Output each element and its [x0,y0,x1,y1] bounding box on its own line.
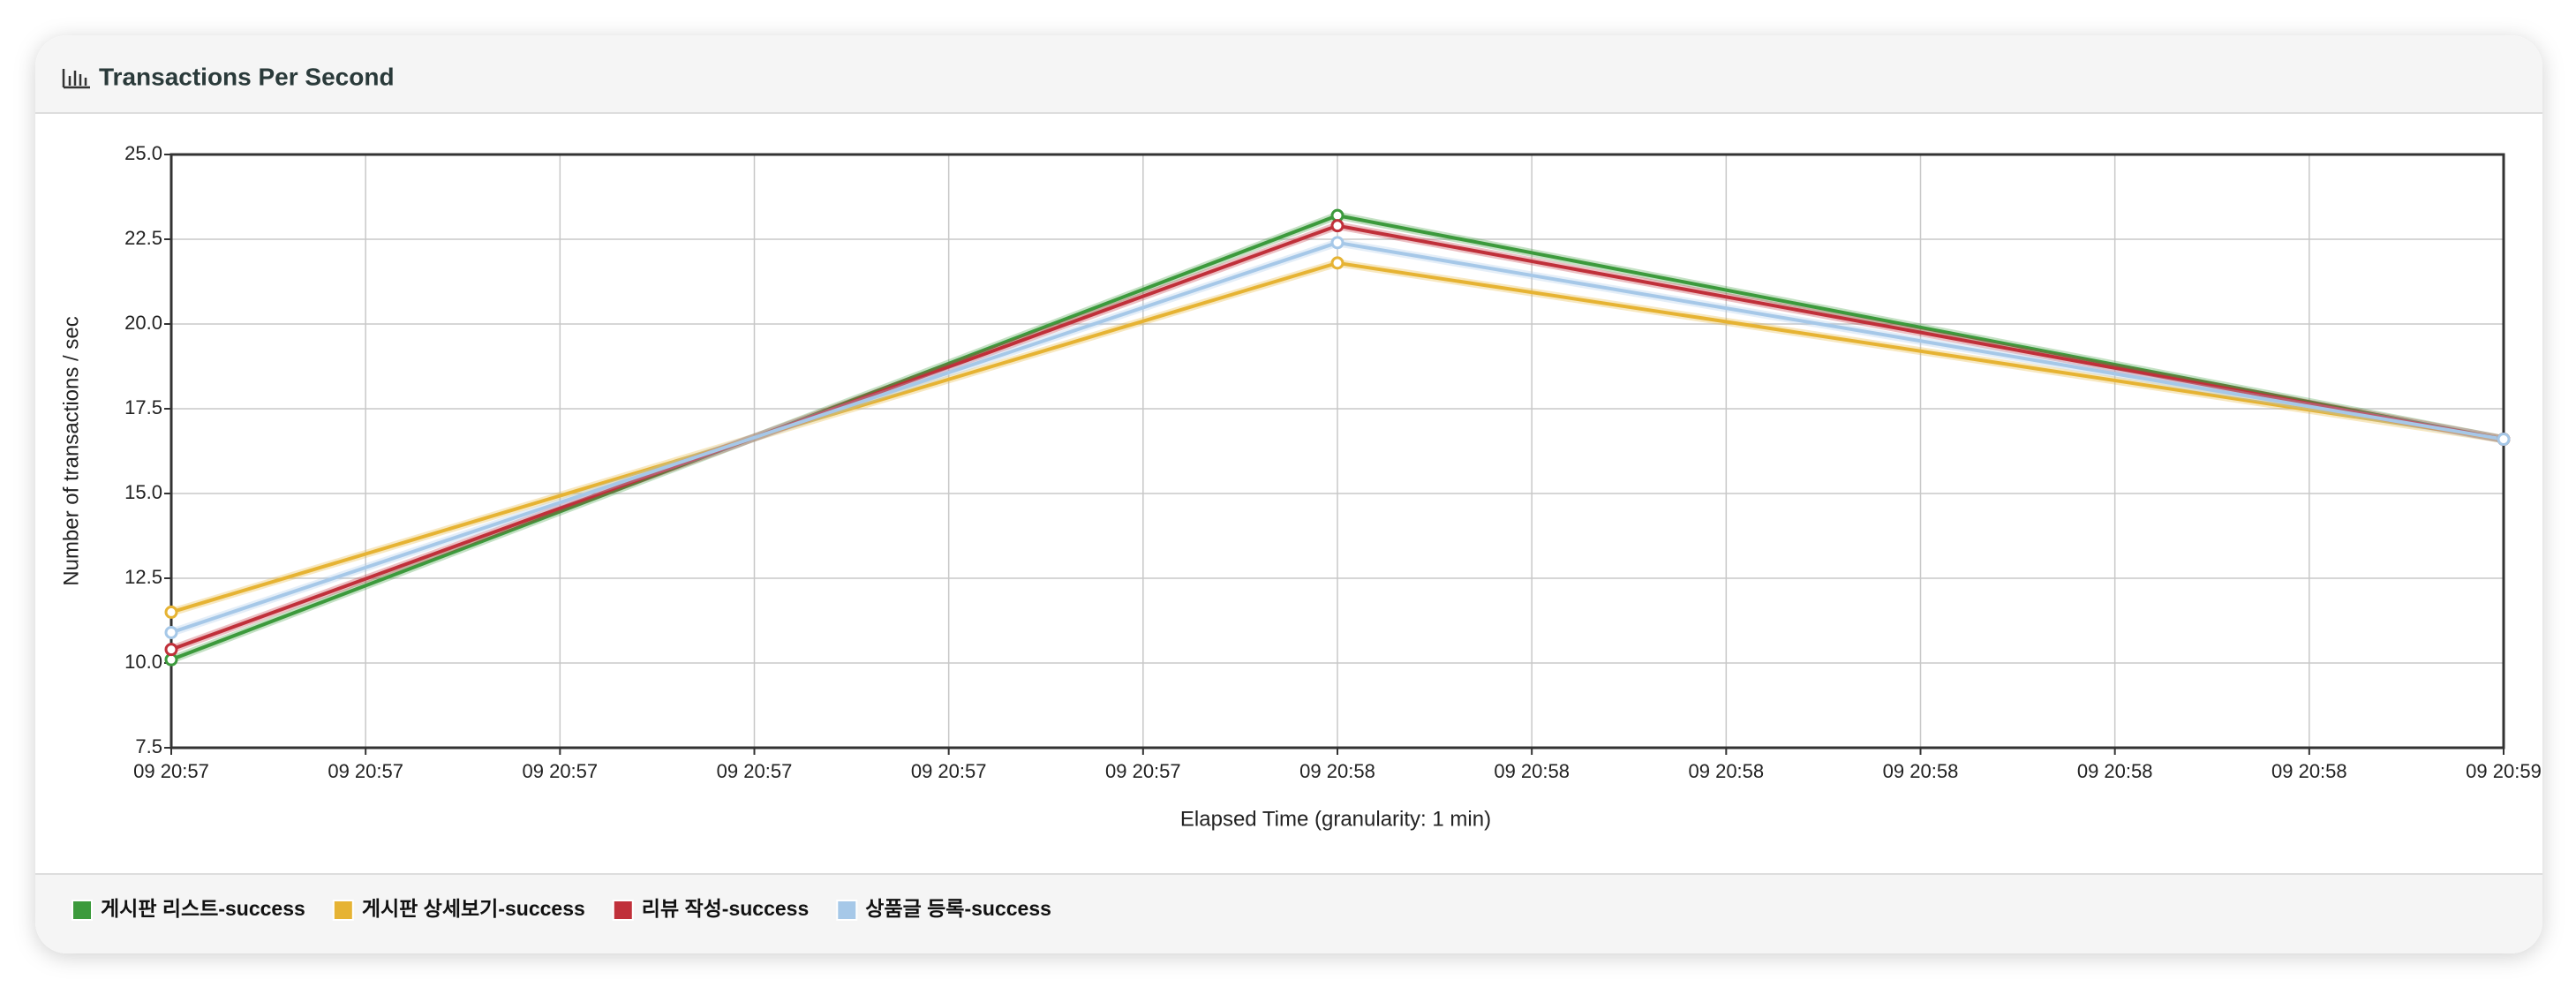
x-tick-label: 09 20:58 [1883,760,1959,782]
legend-label: 리뷰 작성-success [642,897,810,920]
legend-swatch [72,900,93,921]
y-tick-label: 10.0 [124,651,162,673]
x-tick-label: 09 20:57 [1105,760,1181,782]
chart-title: Transactions Per Second [99,63,395,90]
y-tick-label: 7.5 [135,735,162,757]
x-tick-label: 09 20:57 [133,760,209,782]
data-point [164,605,178,619]
legend-swatch [332,900,354,921]
y-tick-label: 20.0 [124,312,162,334]
x-tick-label: 09 20:58 [1689,760,1765,782]
x-tick-label: 09 20:57 [523,760,599,782]
y-tick-label: 12.5 [124,566,162,588]
card-footer [35,874,2542,953]
y-tick-label: 22.5 [124,227,162,249]
data-point [1330,236,1344,250]
x-tick-label: 09 20:58 [2077,760,2153,782]
x-tick-label: 09 20:58 [2271,760,2347,782]
legend-label: 상품글 등록-success [865,897,1051,920]
legend-label: 게시판 리스트-success [101,897,305,920]
data-point [1330,256,1344,270]
y-tick-label: 15.0 [124,481,162,503]
legend-label: 게시판 상세보기-success [362,897,585,920]
x-tick-label: 09 20:58 [1299,760,1375,782]
legend-swatch [836,900,858,921]
data-point [2497,433,2511,447]
y-axis-title: Number of transactions / sec [59,316,83,585]
data-point [164,643,178,657]
data-point [1330,219,1344,233]
x-tick-label: 09 20:57 [717,760,793,782]
y-tick-label: 25.0 [124,142,162,164]
legend-swatch [612,900,634,921]
x-axis-title: Elapsed Time (granularity: 1 min) [1180,807,1491,831]
card-header [35,35,2542,113]
card [35,35,2542,953]
data-point [164,625,178,639]
x-tick-label: 09 20:57 [911,760,987,782]
x-tick-label: 09 20:58 [1494,760,1570,782]
chart-icon [62,69,90,89]
plot-frame [169,153,2505,750]
x-tick-label: 09 20:57 [328,760,403,782]
x-tick-label: 09 20:59 [2466,760,2542,782]
y-tick-label: 17.5 [124,396,162,418]
